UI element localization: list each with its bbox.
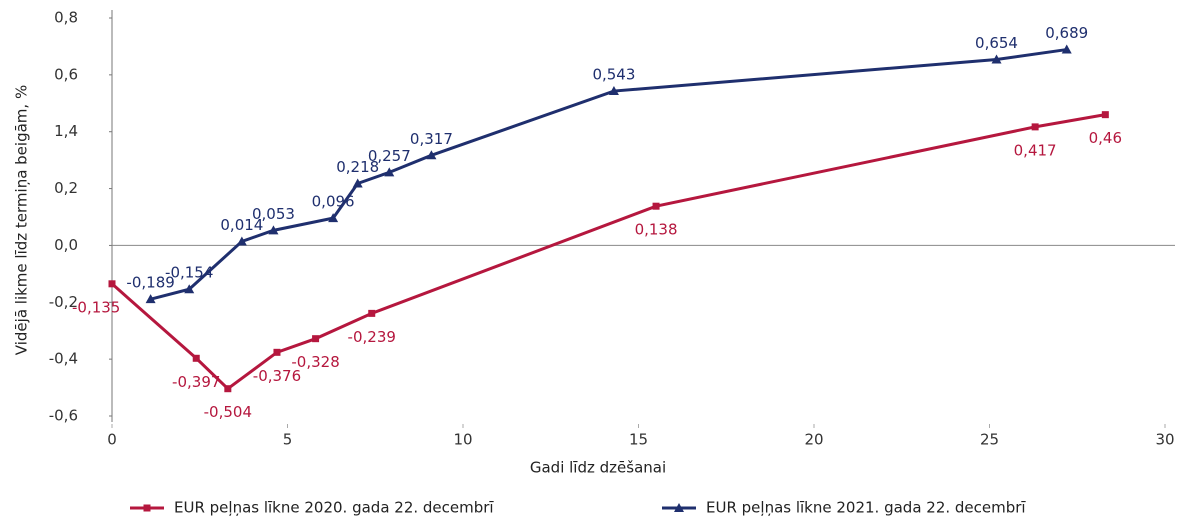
- x-tick-label: 30: [1155, 431, 1174, 449]
- x-tick-label: 20: [804, 431, 823, 449]
- x-axis-title: Gadi līdz dzēšanai: [530, 459, 666, 477]
- x-tick-label: 25: [980, 431, 999, 449]
- data-label: -0,504: [204, 403, 252, 421]
- point: [652, 202, 660, 210]
- point: [312, 335, 320, 343]
- x-tick-label: 0: [107, 431, 117, 449]
- data-label: -0,135: [72, 298, 120, 316]
- data-label: 0,417: [1014, 141, 1057, 159]
- y-tick-label: 0,8: [54, 9, 78, 27]
- point: [328, 213, 339, 223]
- point: [268, 225, 279, 235]
- data-label: -0,328: [291, 353, 339, 371]
- data-label: 0,46: [1089, 129, 1122, 147]
- series-line: [111, 113, 1106, 391]
- data-label: 0,543: [592, 66, 635, 84]
- y-tick-label: 0,0: [54, 236, 78, 254]
- data-label: 0,654: [975, 34, 1018, 52]
- data-label: 0,014: [220, 216, 263, 234]
- data-label: -0,239: [348, 328, 396, 346]
- point: [674, 503, 684, 512]
- data-label: 0,317: [410, 130, 453, 148]
- point: [224, 385, 232, 393]
- point: [143, 504, 151, 512]
- data-label: -0,154: [165, 264, 213, 282]
- point: [1031, 123, 1039, 131]
- point: [1061, 44, 1072, 54]
- point: [192, 354, 200, 362]
- point: [384, 167, 395, 177]
- point: [368, 309, 376, 317]
- data-label: 0,218: [336, 158, 379, 176]
- point: [273, 348, 281, 356]
- point: [991, 54, 1002, 64]
- point: [608, 86, 619, 96]
- point: [145, 294, 156, 304]
- data-label: 0,053: [252, 205, 295, 223]
- y-tick-label: 1,4: [54, 122, 78, 140]
- point: [1101, 111, 1109, 119]
- data-label: -0,189: [126, 274, 174, 292]
- data-label: -0,397: [172, 373, 220, 391]
- y-tick-label: 0,2: [54, 179, 78, 197]
- data-label: 0,257: [368, 147, 411, 165]
- point: [236, 236, 247, 246]
- data-label: 0,138: [635, 221, 678, 239]
- x-tick-label: 5: [283, 431, 293, 449]
- legend-label: EUR peļņas līkne 2020. gada 22. decembrī: [174, 499, 494, 517]
- x-tick-label: 15: [629, 431, 648, 449]
- y-tick-label: -0,2: [49, 293, 78, 311]
- point: [184, 284, 195, 294]
- data-label: 0,096: [312, 193, 355, 211]
- point: [352, 178, 363, 188]
- legend-label: EUR peļņas līkne 2021. gada 22. decembrī: [706, 499, 1026, 517]
- data-label: -0,376: [253, 367, 301, 385]
- y-tick-label: 0,6: [54, 65, 78, 83]
- data-label: 0,689: [1045, 24, 1088, 42]
- y-tick-label: -0,6: [49, 407, 78, 425]
- series-line: [150, 48, 1067, 301]
- y-tick-label: -0,4: [49, 350, 78, 368]
- y-axis-title: Vidējā likme līdz termiņa beigām, %: [13, 85, 31, 355]
- point: [108, 280, 116, 288]
- x-tick-label: 10: [453, 431, 472, 449]
- point: [426, 150, 437, 160]
